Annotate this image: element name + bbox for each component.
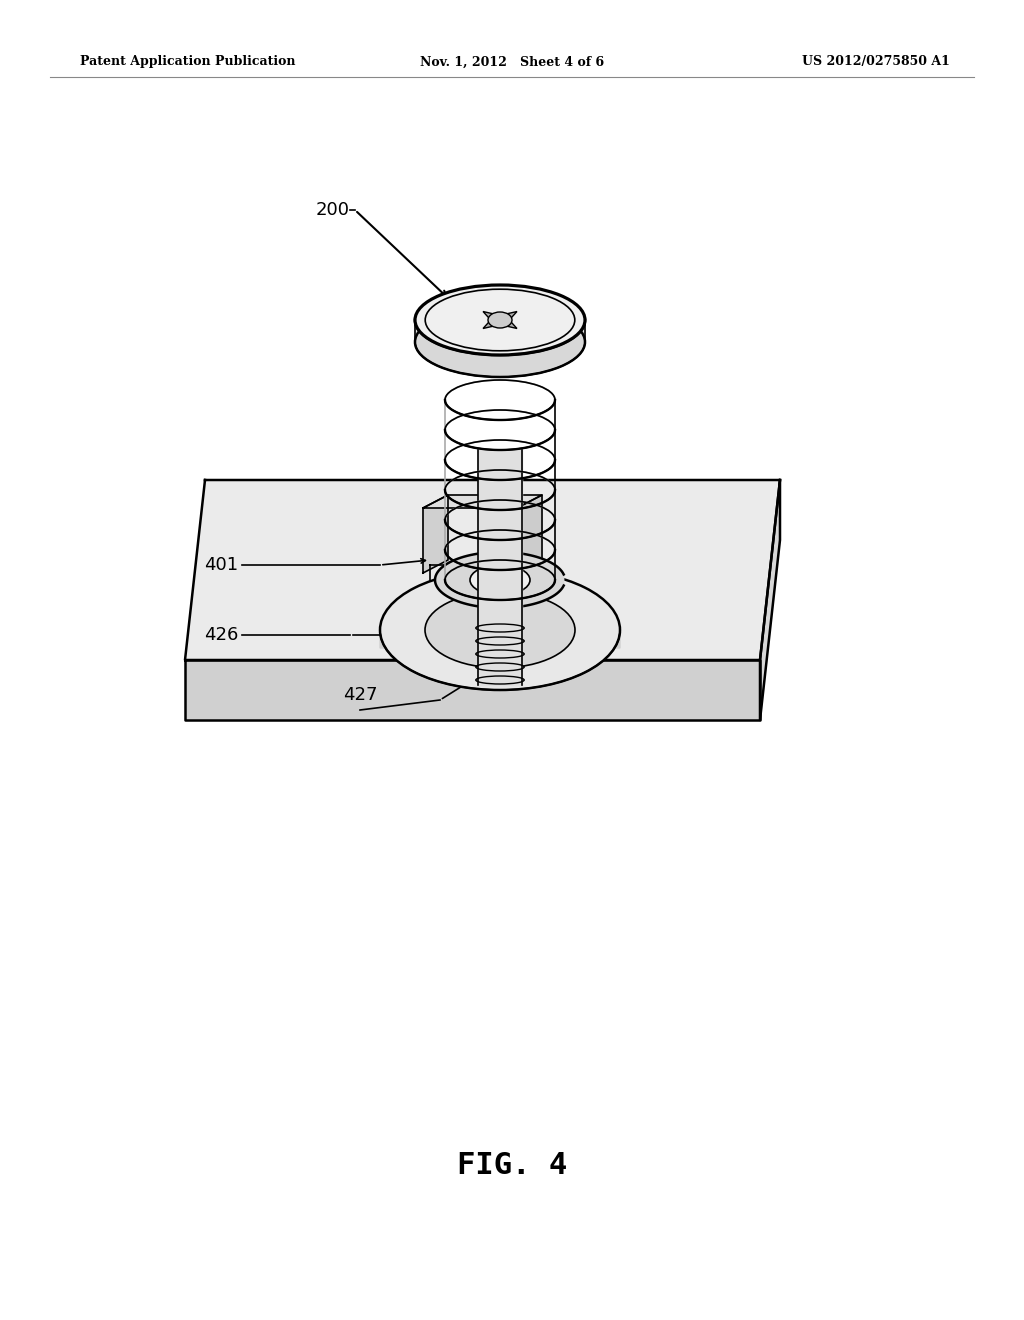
Polygon shape [415,319,585,378]
Polygon shape [185,660,760,719]
Ellipse shape [488,312,512,327]
Polygon shape [483,317,506,329]
Ellipse shape [470,565,530,595]
Polygon shape [423,495,542,508]
Ellipse shape [380,570,620,690]
Ellipse shape [425,591,575,668]
Text: 426: 426 [204,626,238,644]
Polygon shape [185,480,780,660]
Text: FIG. 4: FIG. 4 [457,1151,567,1180]
Text: Nov. 1, 2012   Sheet 4 of 6: Nov. 1, 2012 Sheet 4 of 6 [420,55,604,69]
Text: 200: 200 [316,201,350,219]
Polygon shape [478,450,522,685]
Text: 401: 401 [204,556,238,574]
Polygon shape [494,317,517,329]
Polygon shape [435,552,563,609]
Polygon shape [760,480,780,719]
Ellipse shape [415,308,585,378]
Ellipse shape [415,285,585,355]
Polygon shape [494,312,517,323]
Text: 427: 427 [343,686,377,704]
Text: US 2012/0275850 A1: US 2012/0275850 A1 [802,55,950,69]
Polygon shape [380,630,620,690]
Polygon shape [483,312,506,323]
Polygon shape [517,495,542,573]
Text: Patent Application Publication: Patent Application Publication [80,55,296,69]
Polygon shape [423,495,449,573]
